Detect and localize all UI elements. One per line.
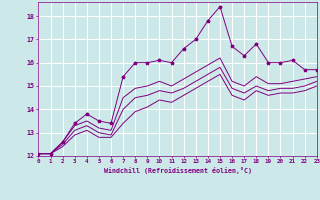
X-axis label: Windchill (Refroidissement éolien,°C): Windchill (Refroidissement éolien,°C) bbox=[104, 167, 252, 174]
